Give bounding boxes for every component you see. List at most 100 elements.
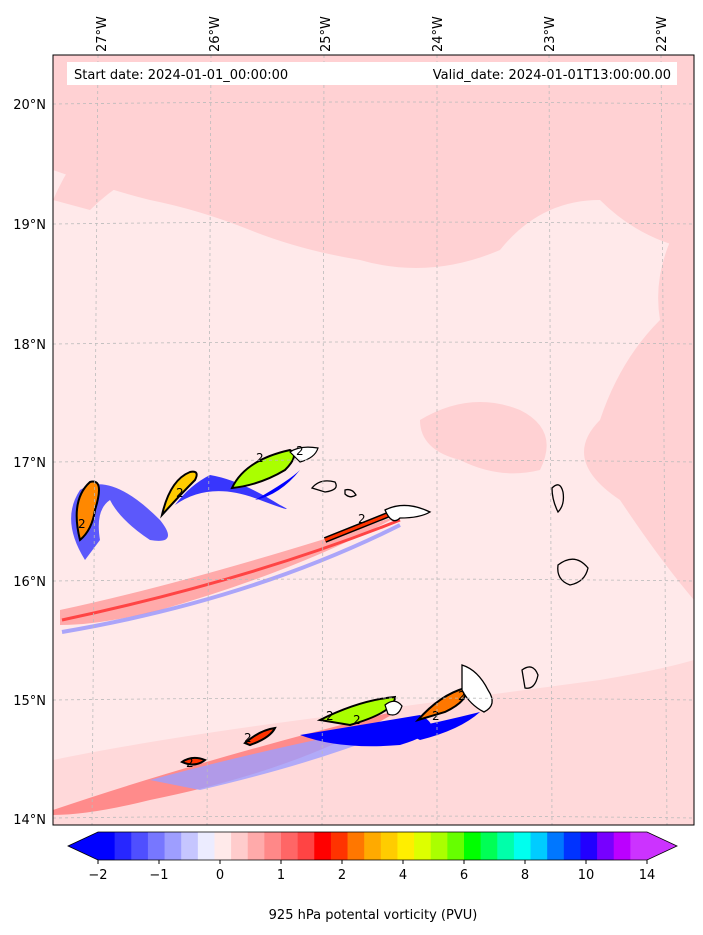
lat-label: 15°N bbox=[13, 694, 46, 709]
lon-label: 27°W bbox=[95, 16, 110, 52]
pv-vortex-blue-south bbox=[300, 715, 432, 747]
colorbar-cell bbox=[231, 832, 249, 860]
colorbar: −2 −1 0 1 2 4 6 8 10 14 925 hPa potental vorticit… bbox=[67, 831, 678, 923]
lat-label: 16°N bbox=[13, 575, 46, 590]
pv-vortex-blue-south-2 bbox=[400, 712, 480, 740]
contour-label: 2 bbox=[326, 709, 334, 723]
island-sal-boa-vista-west bbox=[384, 700, 403, 716]
contour-label: 2 bbox=[256, 451, 264, 465]
colorbar-cell bbox=[214, 832, 232, 860]
colorbar-tick-label: −2 bbox=[88, 868, 107, 883]
colorbar-cell bbox=[613, 832, 631, 860]
colorbar-cell bbox=[597, 832, 615, 860]
contour-label: 2 bbox=[186, 756, 194, 770]
map-frame bbox=[52, 54, 695, 826]
lat-label: 14°N bbox=[13, 813, 46, 828]
lon-label: 22°W bbox=[655, 16, 670, 52]
colorbar-cell bbox=[347, 832, 365, 860]
colorbar-tick-label: 1 bbox=[277, 868, 285, 883]
island-sao-vicente bbox=[310, 480, 337, 493]
colorbar-cell bbox=[164, 832, 182, 860]
colorbar-cell bbox=[131, 832, 149, 860]
colorbar-cell bbox=[181, 832, 199, 860]
contour-label: 2 bbox=[296, 444, 304, 458]
colorbar-cell bbox=[513, 832, 532, 860]
colorbar-cell bbox=[414, 832, 432, 860]
pv-core-south-4 bbox=[179, 756, 207, 766]
gridlines bbox=[53, 55, 694, 825]
colorbar-tick-label: 14 bbox=[639, 868, 656, 883]
contour-label: 2 bbox=[244, 731, 252, 745]
colorbar-tick-label: 4 bbox=[399, 868, 407, 883]
pv-vortex-core-1 bbox=[75, 480, 100, 542]
colorbar-cell bbox=[430, 832, 448, 860]
lat-label: 17°N bbox=[13, 456, 46, 471]
island-maio bbox=[521, 666, 539, 689]
colorbar-cell bbox=[247, 832, 265, 860]
island-santiago bbox=[461, 664, 493, 713]
lat-label: 19°N bbox=[13, 218, 46, 233]
colorbar-cell bbox=[397, 832, 415, 860]
pv-streamer-red-line-1 bbox=[61, 518, 401, 622]
colorbar-tick-label: 8 bbox=[521, 868, 529, 883]
contour-label: 2 bbox=[353, 713, 361, 727]
contour-label: 2 bbox=[432, 709, 440, 723]
colorbar-cell bbox=[547, 832, 565, 860]
lat-labels: 20°N 19°N 18°N 17°N 16°N 15°N 14°N bbox=[13, 98, 46, 828]
colorbar-cell bbox=[197, 832, 216, 860]
colorbar-cell bbox=[380, 832, 399, 860]
colorbar-cell bbox=[447, 832, 465, 860]
colorbar-cell bbox=[330, 832, 349, 860]
lon-label: 24°W bbox=[431, 16, 446, 52]
colorbar-cell bbox=[630, 832, 648, 860]
pv-streamer-core bbox=[324, 510, 396, 542]
pv-streamer-red-1 bbox=[60, 515, 400, 625]
contour-labels: 2 2 2 2 2 2 2 2 2 2 2 bbox=[78, 444, 466, 770]
colorbar-cell bbox=[114, 832, 132, 860]
pv-vortex-blue-2 bbox=[175, 475, 287, 509]
island-boa-vista bbox=[557, 558, 589, 586]
lon-label: 25°W bbox=[319, 16, 334, 52]
colorbar-cell bbox=[264, 832, 282, 860]
island-sao-nicolau bbox=[384, 504, 432, 522]
start-date-label: Start date: 2024-01-01_00:00:00 bbox=[74, 68, 288, 83]
pv-field-nw bbox=[53, 120, 160, 210]
pv-field-center bbox=[420, 402, 547, 474]
lon-label: 26°W bbox=[208, 16, 223, 52]
pv-field-north bbox=[53, 55, 694, 268]
colorbar-ticks: −2 −1 0 1 2 4 6 8 10 14 bbox=[88, 860, 655, 883]
colorbar-cell bbox=[147, 832, 166, 860]
island-santa-luzia bbox=[344, 488, 357, 498]
lon-label: 23°W bbox=[543, 16, 558, 52]
island-sal bbox=[551, 484, 565, 514]
colorbar-cell bbox=[497, 832, 515, 860]
colorbar-cell bbox=[563, 832, 582, 860]
colorbar-cell bbox=[480, 832, 498, 860]
colorbar-tick-label: 10 bbox=[578, 868, 595, 883]
colorbar-cell bbox=[580, 832, 598, 860]
pv-streamer-blue-1 bbox=[61, 523, 401, 634]
colorbar-cell bbox=[98, 832, 116, 860]
map-plot-area: 2 2 2 2 2 2 2 2 2 2 2 bbox=[53, 55, 694, 825]
colorbar-tick-label: −1 bbox=[149, 868, 168, 883]
pv-field-east bbox=[584, 200, 694, 600]
lon-labels: 27°W 26°W 25°W 24°W 23°W 22°W bbox=[95, 16, 670, 52]
colorbar-tick-label: 6 bbox=[460, 868, 468, 883]
colorbar-cell bbox=[530, 832, 548, 860]
valid-date-label: Valid_date: 2024-01-01T13:00:00.00 bbox=[433, 68, 671, 83]
header-box bbox=[67, 62, 677, 85]
colorbar-tick-label: 0 bbox=[216, 868, 224, 883]
colorbar-under-arrow bbox=[68, 832, 98, 860]
colorbar-tick-label: 2 bbox=[338, 868, 346, 883]
colorbar-cell bbox=[281, 832, 299, 860]
pv-core-south-2 bbox=[316, 695, 397, 727]
colorbar-cell bbox=[297, 832, 315, 860]
pv-vortex-core-2 bbox=[160, 470, 198, 519]
colorbar-cell bbox=[364, 832, 382, 860]
contour-label: 2 bbox=[176, 486, 184, 500]
contour-label: 2 bbox=[458, 689, 466, 703]
colorbar-cells bbox=[98, 832, 648, 860]
lat-label: 20°N bbox=[13, 98, 46, 113]
colorbar-over-arrow bbox=[647, 832, 677, 860]
